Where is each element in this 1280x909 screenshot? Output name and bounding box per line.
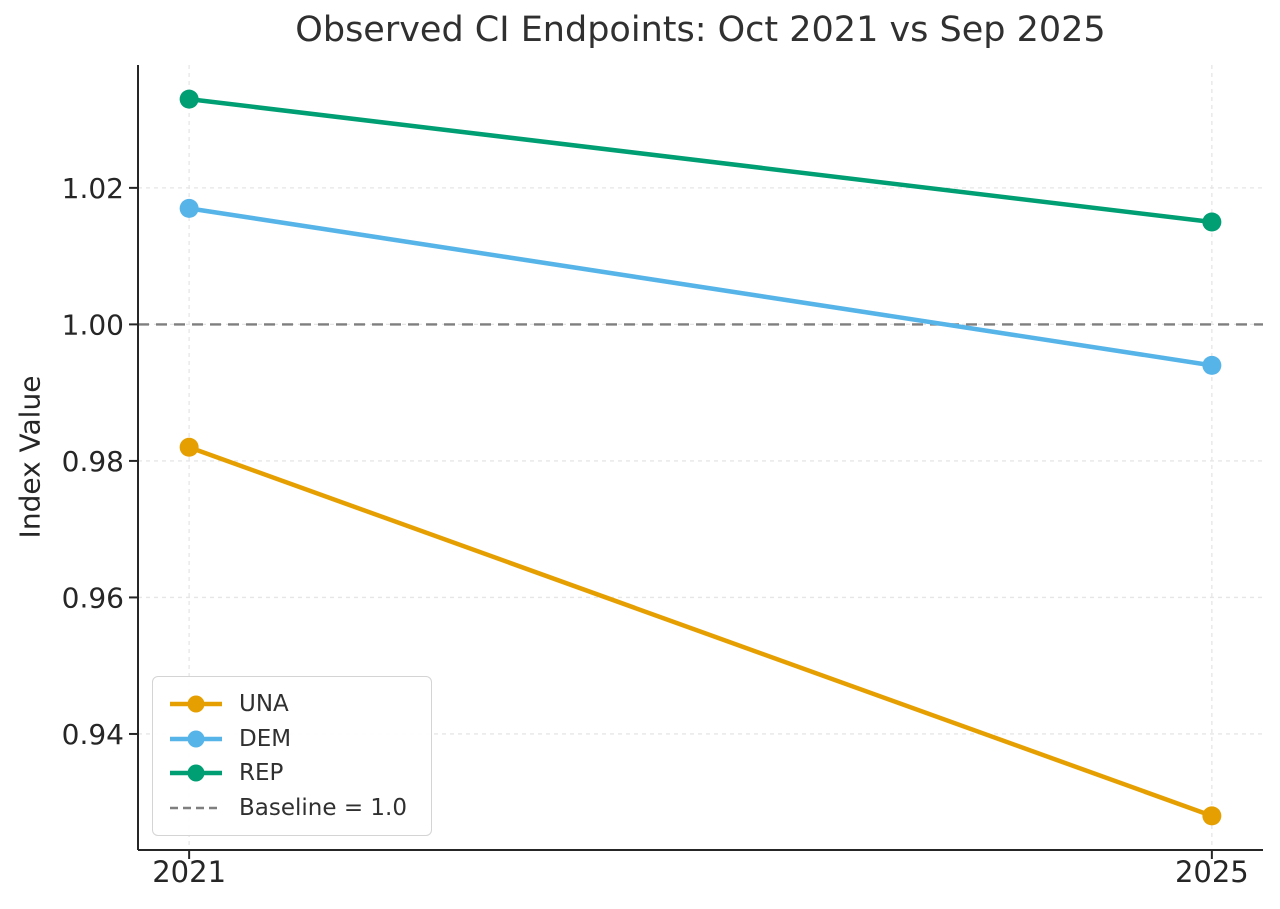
legend-item-rep: REP bbox=[167, 756, 417, 790]
chart-title: Observed CI Endpoints: Oct 2021 vs Sep 2… bbox=[295, 10, 1106, 50]
y-tick-label: 1.02 bbox=[62, 172, 124, 205]
legend-marker-icon bbox=[170, 730, 222, 748]
y-tick-label: 0.96 bbox=[62, 581, 124, 614]
series-marker-rep bbox=[1202, 212, 1222, 232]
series-marker-una bbox=[1202, 806, 1222, 826]
y-tick-label: 0.98 bbox=[62, 445, 124, 478]
series-line-dem bbox=[186, 206, 1215, 368]
x-tick-label: 2021 bbox=[152, 855, 226, 889]
series-marker-dem bbox=[179, 198, 199, 218]
series-marker-una bbox=[179, 437, 199, 457]
legend-label: DEM bbox=[239, 725, 292, 752]
legend-label: UNA bbox=[239, 691, 289, 718]
series-marker-dem bbox=[1202, 355, 1222, 375]
legend-item-una: UNA bbox=[167, 687, 417, 721]
legend-item-baseline: Baseline = 1.0 bbox=[167, 791, 417, 825]
legend-marker-icon bbox=[170, 764, 222, 782]
legend-item-dem: DEM bbox=[167, 722, 417, 756]
y-tick-label: 1.00 bbox=[62, 308, 124, 341]
x-tick-label: 2025 bbox=[1175, 855, 1249, 889]
legend: UNA DEM REP Baseline = 1.0 bbox=[152, 676, 432, 836]
y-tick-label: 0.94 bbox=[62, 718, 124, 751]
series-marker-rep bbox=[179, 89, 199, 109]
legend-marker-icon bbox=[170, 695, 222, 713]
series-line-una bbox=[186, 445, 1215, 819]
axes: 0.94 0.96 0.98 1.00 1.02 2021 2025 bbox=[62, 65, 1263, 889]
data-series bbox=[179, 89, 1222, 826]
series-line-rep bbox=[186, 96, 1215, 225]
legend-marker-icon bbox=[170, 806, 222, 809]
legend-label: Baseline = 1.0 bbox=[239, 794, 407, 821]
legend-label: REP bbox=[239, 760, 284, 787]
